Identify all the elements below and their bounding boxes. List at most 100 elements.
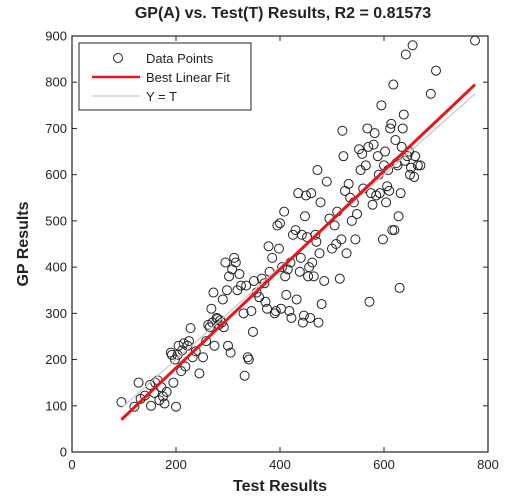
data-point-74 — [267, 252, 278, 263]
data-point-17 — [168, 377, 179, 388]
data-point-2 — [133, 377, 144, 388]
data-point-6 — [146, 400, 157, 411]
data-point-60 — [241, 280, 252, 291]
legend-label-data-points: Data Points — [146, 51, 214, 66]
data-point-94 — [295, 252, 306, 263]
data-point-170 — [398, 109, 409, 120]
y-tick-label-1: 100 — [45, 398, 67, 413]
data-point-146 — [372, 151, 383, 162]
data-point-184 — [470, 35, 480, 46]
data-point-59 — [239, 370, 250, 381]
data-point-58 — [238, 308, 249, 319]
data-point-161 — [389, 225, 400, 236]
data-point-79 — [275, 218, 285, 229]
data-point-158 — [386, 118, 397, 129]
data-point-88 — [286, 312, 297, 323]
data-point-57 — [236, 280, 246, 291]
data-point-149 — [376, 100, 387, 111]
data-point-110 — [313, 317, 324, 328]
x-tick-label-2: 400 — [269, 457, 291, 472]
data-point-28 — [185, 323, 196, 334]
y-tick-label-9: 900 — [45, 29, 67, 44]
data-point-168 — [396, 141, 407, 152]
data-point-177 — [407, 40, 418, 51]
data-point-78 — [273, 243, 284, 254]
data-point-30 — [190, 346, 201, 357]
data-point-164 — [392, 160, 403, 171]
data-point-70 — [260, 296, 271, 307]
data-point-157 — [385, 123, 396, 134]
data-point-53 — [229, 252, 240, 263]
data-point-154 — [382, 181, 393, 192]
data-point-114 — [319, 275, 330, 286]
y-tick-label-8: 800 — [45, 75, 67, 90]
data-point-38 — [208, 287, 219, 298]
chart-title: GP(A) vs. Test(T) Results, R2 = 0.81573 — [135, 5, 431, 22]
data-point-109 — [312, 165, 323, 176]
data-point-135 — [357, 148, 368, 159]
data-point-36 — [206, 303, 217, 314]
data-point-173 — [402, 151, 413, 162]
axis-ticks: 0 200 400 600 800 0 100 200 300 400 500 600 700 800 90… — [45, 29, 499, 473]
data-point-65 — [249, 275, 259, 286]
data-point-143 — [368, 139, 379, 150]
data-point-14 — [161, 386, 172, 397]
data-point-122 — [336, 234, 347, 245]
data-point-115 — [321, 176, 332, 187]
data-point-167 — [395, 188, 406, 199]
data-point-137 — [360, 160, 371, 171]
y-tick-label-3: 300 — [45, 306, 67, 321]
data-point-63 — [246, 306, 257, 317]
data-point-127 — [343, 178, 354, 189]
legend-marker-data-points — [113, 53, 123, 63]
data-point-126 — [341, 248, 352, 259]
legend: Data Points Best Linear Fit Y = T — [78, 42, 252, 111]
data-point-179 — [410, 151, 421, 162]
data-point-180 — [412, 160, 423, 171]
data-point-176 — [406, 162, 417, 173]
legend-label-identity: Y = T — [146, 89, 177, 104]
y-tick-label-0: 0 — [60, 445, 67, 460]
data-point-45 — [217, 294, 228, 305]
best-fit-line — [120, 83, 477, 421]
y-tick-label-2: 200 — [45, 352, 67, 367]
data-point-107 — [310, 229, 321, 240]
data-point-82 — [279, 206, 290, 217]
data-point-103 — [305, 312, 316, 323]
data-point-144 — [369, 128, 380, 139]
data-point-104 — [306, 188, 317, 199]
data-point-84 — [281, 289, 292, 300]
legend-label-best-fit: Best Linear Fit — [146, 70, 230, 85]
data-point-85 — [282, 264, 293, 275]
x-tick-label-1: 200 — [165, 457, 187, 472]
data-point-69 — [259, 278, 270, 289]
data-point-124 — [338, 151, 349, 162]
data-point-131 — [350, 234, 361, 245]
data-point-91 — [291, 294, 302, 305]
data-point-140 — [364, 296, 375, 307]
data-point-33 — [201, 336, 212, 347]
y-tick-label-7: 700 — [45, 121, 67, 136]
data-point-156 — [384, 185, 395, 196]
data-point-93 — [294, 266, 305, 277]
data-point-50 — [224, 271, 235, 282]
data-point-106 — [308, 271, 319, 282]
data-point-96 — [297, 317, 308, 328]
data-point-112 — [315, 197, 326, 208]
x-tick-label-4: 800 — [477, 457, 499, 472]
data-point-25 — [180, 361, 191, 372]
data-point-105 — [307, 257, 318, 268]
data-point-54 — [230, 257, 241, 268]
data-point-139 — [363, 141, 374, 152]
data-point-19 — [171, 401, 181, 412]
x-tick-label-0: 0 — [68, 457, 75, 472]
data-point-83 — [280, 271, 291, 282]
data-point-76 — [270, 306, 281, 317]
y-axis-title: GP Results — [15, 201, 32, 286]
data-point-10 — [154, 395, 165, 406]
x-axis-title: Test Results — [233, 478, 327, 495]
data-point-61 — [242, 352, 253, 363]
y-tick-label-4: 400 — [45, 260, 67, 275]
data-point-77 — [272, 220, 283, 231]
data-point-162 — [390, 135, 401, 145]
